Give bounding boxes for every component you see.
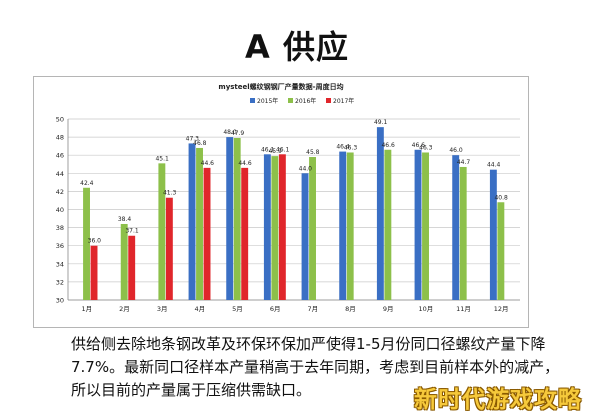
- bar-value-label: 46.1: [276, 146, 290, 153]
- bar-value-label: 42.4: [80, 180, 94, 187]
- bar: [339, 151, 347, 300]
- x-tick-label: 5月: [232, 305, 243, 313]
- bar: [497, 202, 505, 300]
- y-tick-label: 48: [56, 134, 64, 142]
- y-tick-label: 32: [56, 278, 64, 286]
- x-tick-label: 6月: [270, 305, 281, 313]
- x-tick-label: 4月: [195, 305, 206, 313]
- legend-swatch: [288, 98, 293, 103]
- bar: [376, 127, 384, 300]
- bar: [90, 245, 98, 300]
- bar-value-label: 48.0: [223, 129, 237, 136]
- bar-value-label: 38.4: [118, 216, 132, 223]
- bar-value-label: 37.1: [125, 228, 139, 235]
- bar-value-label: 46.3: [419, 144, 433, 151]
- caption-line: 供给侧去除地条钢改革及环保环保加严使得1-5月份同口径螺纹产量下降: [71, 335, 546, 353]
- slide-title: A 供应: [245, 28, 349, 66]
- bar: [120, 223, 128, 300]
- bar: [309, 157, 316, 300]
- x-tick-label: 2月: [119, 305, 130, 313]
- y-tick-label: 42: [56, 188, 64, 196]
- bar-chart: mysteel螺纹钢钢厂产量数据-周度日均 2015年 2016年 2017年 30…: [56, 82, 520, 313]
- caption-text: 供给侧去除地条钢改革及环保环保加严使得1-5月份同口径螺纹产量下降 7.7%。最…: [71, 333, 571, 402]
- bar-value-label: 46.4: [336, 144, 350, 151]
- legend-swatch: [250, 98, 255, 103]
- bar-value-label: 44.4: [487, 162, 501, 169]
- watermark-logo: 新时代游戏攻略: [414, 387, 582, 413]
- bar-value-label: 46.3: [344, 144, 358, 151]
- x-tick-label: 3月: [157, 305, 168, 313]
- bar-value-label: 46.0: [449, 147, 463, 154]
- x-tick-label: 1月: [82, 305, 93, 313]
- chart-bars: [83, 127, 505, 300]
- bar-value-label: 46.6: [412, 142, 426, 149]
- bar-value-label: 49.1: [374, 119, 388, 126]
- caption-line: 所以目前的产量属于压缩供需缺口。: [71, 381, 312, 399]
- x-tick-label: 11月: [456, 305, 471, 313]
- bar-value-label: 41.3: [163, 190, 177, 197]
- x-tick-label: 7月: [308, 305, 319, 313]
- bar: [489, 169, 497, 300]
- x-tick-label: 8月: [345, 305, 356, 313]
- y-tick-label: 36: [56, 242, 64, 250]
- bar-value-label: 44.0: [299, 165, 313, 172]
- bar-value-label: 36.0: [88, 238, 102, 245]
- legend-label: 2017年: [333, 97, 354, 105]
- bar: [83, 187, 90, 300]
- bar: [241, 167, 249, 300]
- bar-value-label: 44.7: [457, 159, 471, 166]
- y-tick-label: 50: [56, 116, 64, 124]
- chart-legend: 2015年 2016年 2017年: [250, 97, 354, 105]
- bar: [271, 156, 279, 300]
- bar-value-label: 46.6: [381, 142, 395, 149]
- chart-title: mysteel螺纹钢钢厂产量数据-周度日均: [218, 82, 343, 91]
- y-axis-ticks: 30 32 34 36 38 40 42 44 46 48 50: [56, 116, 64, 305]
- bar: [203, 167, 211, 300]
- bar: [263, 154, 271, 300]
- data-labels: 42.4 36.0 38.4 37.1 45.1 41.3 47.346.8 44.6 48.0…: [80, 119, 508, 245]
- bar-value-label: 45.1: [155, 155, 169, 162]
- legend-swatch: [326, 98, 331, 103]
- bar-value-label: 45.8: [306, 149, 320, 156]
- bar-value-label: 40.8: [494, 194, 508, 201]
- bar-value-label: 47.3: [186, 135, 200, 142]
- bar: [196, 147, 203, 300]
- bar: [301, 173, 309, 300]
- y-tick-label: 30: [56, 297, 64, 305]
- bar: [158, 163, 166, 300]
- bar: [278, 154, 286, 300]
- bar-value-label: 46.1: [261, 146, 275, 153]
- chart-container: mysteel螺纹钢钢厂产量数据-周度日均 2015年 2016年 2017年 30…: [33, 76, 529, 328]
- bar: [188, 143, 196, 300]
- bar-value-label: 44.6: [238, 160, 252, 167]
- legend-label: 2016年: [295, 97, 316, 105]
- x-tick-label: 12月: [494, 305, 509, 313]
- bar: [226, 137, 234, 300]
- caption-line: 7.7%。最新同口径样本产量稍高于去年同期，考虑到目前样本外的减产，: [71, 358, 560, 376]
- bar: [414, 149, 422, 300]
- bar: [422, 152, 429, 300]
- bar: [165, 197, 173, 300]
- y-tick-label: 34: [56, 260, 64, 268]
- y-tick-label: 38: [56, 224, 64, 232]
- legend-label: 2015年: [257, 97, 278, 105]
- bar: [452, 155, 460, 300]
- y-tick-label: 40: [56, 206, 64, 214]
- y-tick-label: 46: [56, 152, 64, 160]
- bar-value-label: 46.8: [193, 140, 207, 147]
- bar: [459, 166, 467, 300]
- bar: [233, 138, 241, 300]
- y-tick-label: 44: [56, 170, 64, 178]
- chart-grid: [67, 118, 520, 301]
- x-tick-label: 9月: [383, 305, 394, 313]
- bar-value-label: 44.6: [201, 160, 215, 167]
- bar-value-label: 47.9: [231, 130, 245, 137]
- bar: [384, 149, 392, 300]
- bar: [128, 235, 136, 300]
- x-axis-ticks: 1月 2月 3月 4月 5月 6月 7月 8月 9月 10月 11月 12月: [82, 305, 509, 313]
- x-tick-label: 10月: [418, 305, 433, 313]
- bar-value-label: 45.9: [268, 148, 282, 155]
- bar: [346, 152, 354, 300]
